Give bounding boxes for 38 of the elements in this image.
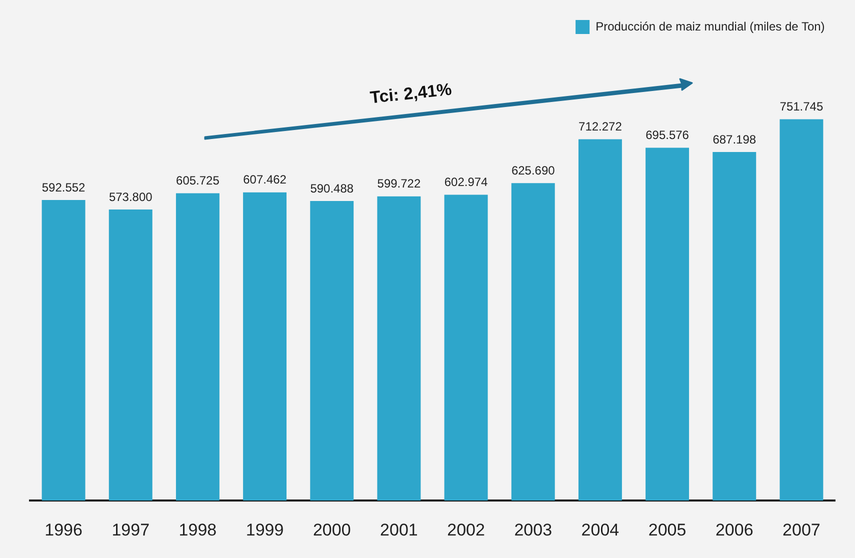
x-tick-label: 2001 <box>380 520 418 540</box>
data-label: 592.552 <box>42 180 86 194</box>
bar <box>108 209 152 501</box>
data-label: 590.488 <box>310 181 354 196</box>
legend-label: Producción de maiz mundial (miles de Ton) <box>596 19 825 34</box>
text: Tci: 2,41% <box>369 80 453 108</box>
x-tick-label: 2002 <box>447 520 485 540</box>
bar <box>646 148 690 501</box>
bar <box>176 193 220 501</box>
x-tick-label: 2004 <box>581 520 620 540</box>
bar <box>42 200 86 501</box>
data-label: 625.690 <box>511 163 556 178</box>
x-tick-label: 1998 <box>178 520 217 540</box>
data-label: 602.974 <box>444 175 488 190</box>
x-tick-label: 1999 <box>246 520 284 540</box>
x-tick-label: 2007 <box>782 520 820 540</box>
bar <box>444 194 488 501</box>
x-tick-label: 2000 <box>312 520 351 540</box>
bar <box>712 152 756 501</box>
x-tick-label: 2005 <box>648 520 686 540</box>
bar <box>578 139 622 501</box>
bar <box>310 201 354 501</box>
x-tick-label: 2003 <box>514 520 552 540</box>
bar <box>377 196 421 501</box>
bar <box>511 183 555 501</box>
x-tick-label: 1997 <box>112 520 150 540</box>
data-label: 687.198 <box>712 132 756 146</box>
x-tick-label: 1996 <box>44 520 82 540</box>
data-label: 695.576 <box>646 128 690 142</box>
data-label: 573.800 <box>108 190 153 204</box>
data-label: 712.272 <box>578 120 622 134</box>
data-label: 607.462 <box>243 172 287 187</box>
x-tick-label: 2006 <box>715 520 754 540</box>
data-label: 751.745 <box>780 100 824 114</box>
data-label: 605.725 <box>176 174 220 188</box>
bar <box>243 192 287 501</box>
bar <box>780 119 824 501</box>
data-label: 599.722 <box>377 176 421 191</box>
